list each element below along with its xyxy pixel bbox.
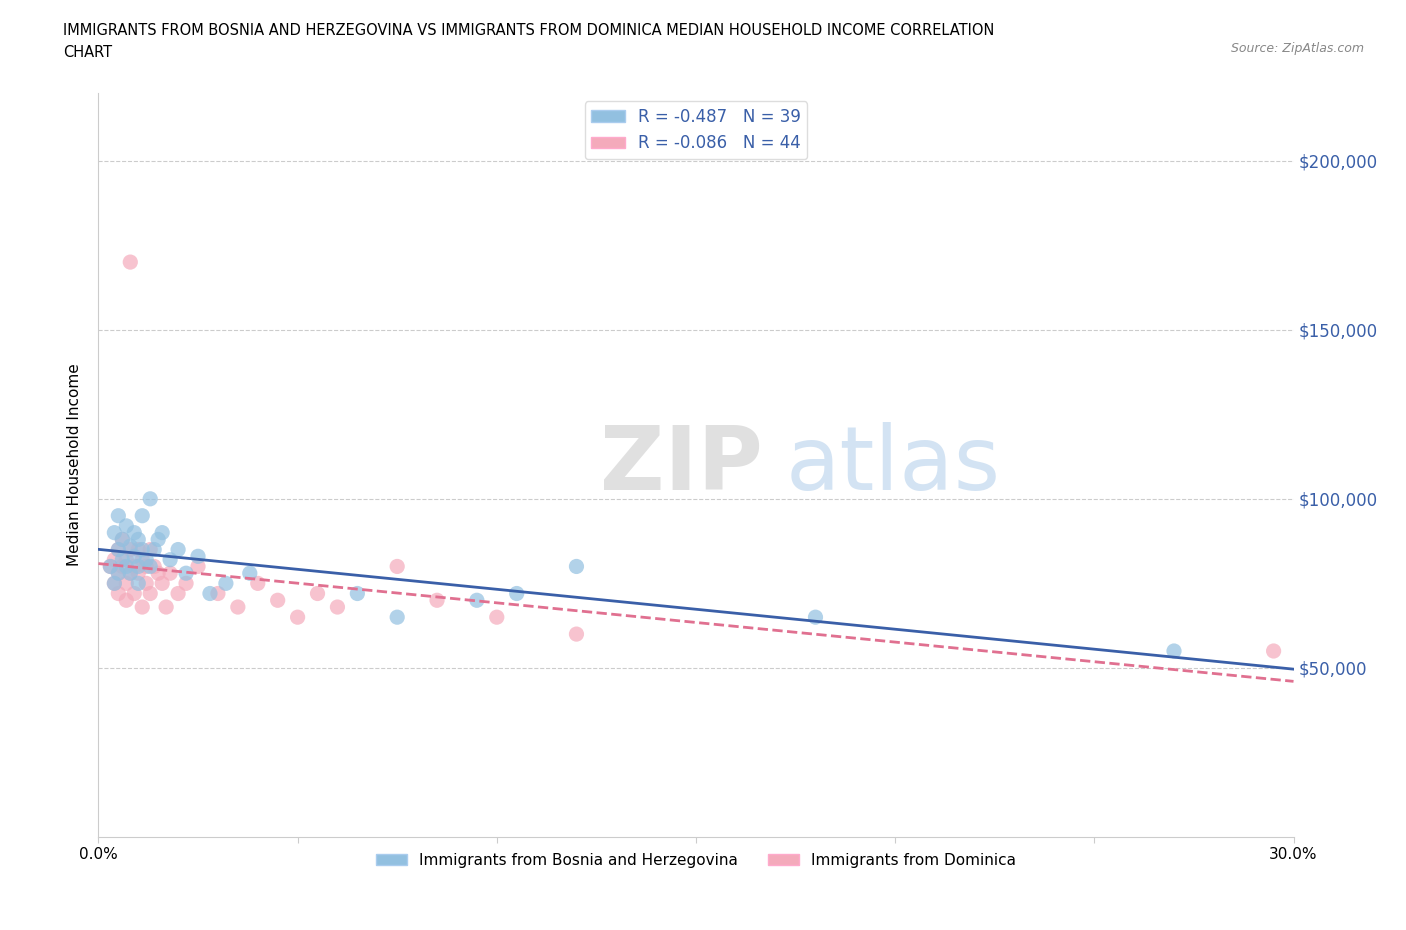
Point (159, 565, 181, 580)
Point (174, 565, 197, 580)
Point (120, 565, 142, 580)
Point (98, 559, 122, 574)
Text: CHART: CHART (63, 45, 112, 60)
Point (307, 586, 329, 601)
Point (124, 525, 146, 540)
Text: IMMIGRANTS FROM BOSNIA AND HERZEGOVINA VS IMMIGRANTS FROM DOMINICA MEDIAN HOUSEH: IMMIGRANTS FROM BOSNIA AND HERZEGOVINA V… (63, 23, 994, 38)
Point (150, 576, 173, 591)
Point (131, 542, 153, 557)
Point (111, 552, 134, 567)
Point (385, 559, 409, 574)
Point (287, 610, 309, 625)
Point (135, 576, 157, 591)
Point (131, 600, 153, 615)
Point (485, 610, 508, 625)
Point (565, 559, 588, 574)
Point (135, 552, 157, 567)
Point (124, 586, 146, 601)
Point (426, 592, 449, 607)
Point (120, 538, 142, 553)
Point (107, 565, 129, 580)
Point (159, 552, 181, 567)
Point (155, 600, 177, 615)
Point (267, 592, 290, 607)
Point (239, 565, 262, 580)
Point (385, 610, 409, 625)
Point (120, 542, 142, 557)
Point (148, 565, 170, 580)
Point (167, 542, 190, 557)
Point (174, 576, 197, 591)
Point (346, 586, 368, 601)
Point (150, 525, 173, 540)
Point (127, 576, 149, 591)
Point (135, 559, 157, 574)
Point (127, 542, 149, 557)
Text: Source: ZipAtlas.com: Source: ZipAtlas.com (1230, 42, 1364, 55)
Point (115, 552, 138, 567)
Point (465, 592, 488, 607)
Text: ZIP: ZIP (600, 421, 763, 509)
Point (127, 532, 149, 547)
Point (111, 559, 134, 574)
Point (103, 525, 125, 540)
Point (139, 559, 162, 574)
Point (115, 518, 138, 533)
Point (226, 600, 249, 615)
Point (207, 586, 229, 601)
Legend: Immigrants from Bosnia and Herzegovina, Immigrants from Dominica: Immigrants from Bosnia and Herzegovina, … (370, 847, 1022, 874)
Point (131, 509, 153, 524)
Point (167, 586, 190, 601)
Point (98, 559, 122, 574)
Point (565, 627, 588, 642)
Point (143, 559, 166, 574)
Point (326, 600, 349, 615)
Point (124, 549, 146, 564)
Point (246, 576, 269, 591)
Point (107, 509, 129, 524)
Point (1263, 644, 1285, 658)
Point (215, 576, 238, 591)
Point (198, 586, 221, 601)
Point (127, 559, 149, 574)
Point (107, 542, 129, 557)
Point (115, 559, 138, 574)
Point (1163, 644, 1185, 658)
Point (804, 610, 827, 625)
Point (139, 586, 162, 601)
Point (139, 542, 162, 557)
Point (148, 532, 170, 547)
Point (120, 565, 142, 580)
Point (103, 576, 125, 591)
Point (120, 255, 142, 270)
Point (107, 586, 129, 601)
Point (187, 549, 209, 564)
Point (103, 552, 125, 567)
Point (124, 559, 146, 574)
Point (111, 532, 134, 547)
Point (103, 576, 125, 591)
Point (187, 559, 209, 574)
Point (131, 552, 153, 567)
Point (107, 542, 129, 557)
Point (107, 565, 129, 580)
Point (506, 586, 529, 601)
Point (115, 576, 138, 591)
Text: atlas: atlas (786, 421, 1001, 509)
Point (139, 491, 162, 506)
Point (111, 532, 134, 547)
Y-axis label: Median Household Income: Median Household Income (67, 364, 83, 566)
Point (115, 592, 138, 607)
Point (127, 565, 149, 580)
Point (143, 542, 166, 557)
